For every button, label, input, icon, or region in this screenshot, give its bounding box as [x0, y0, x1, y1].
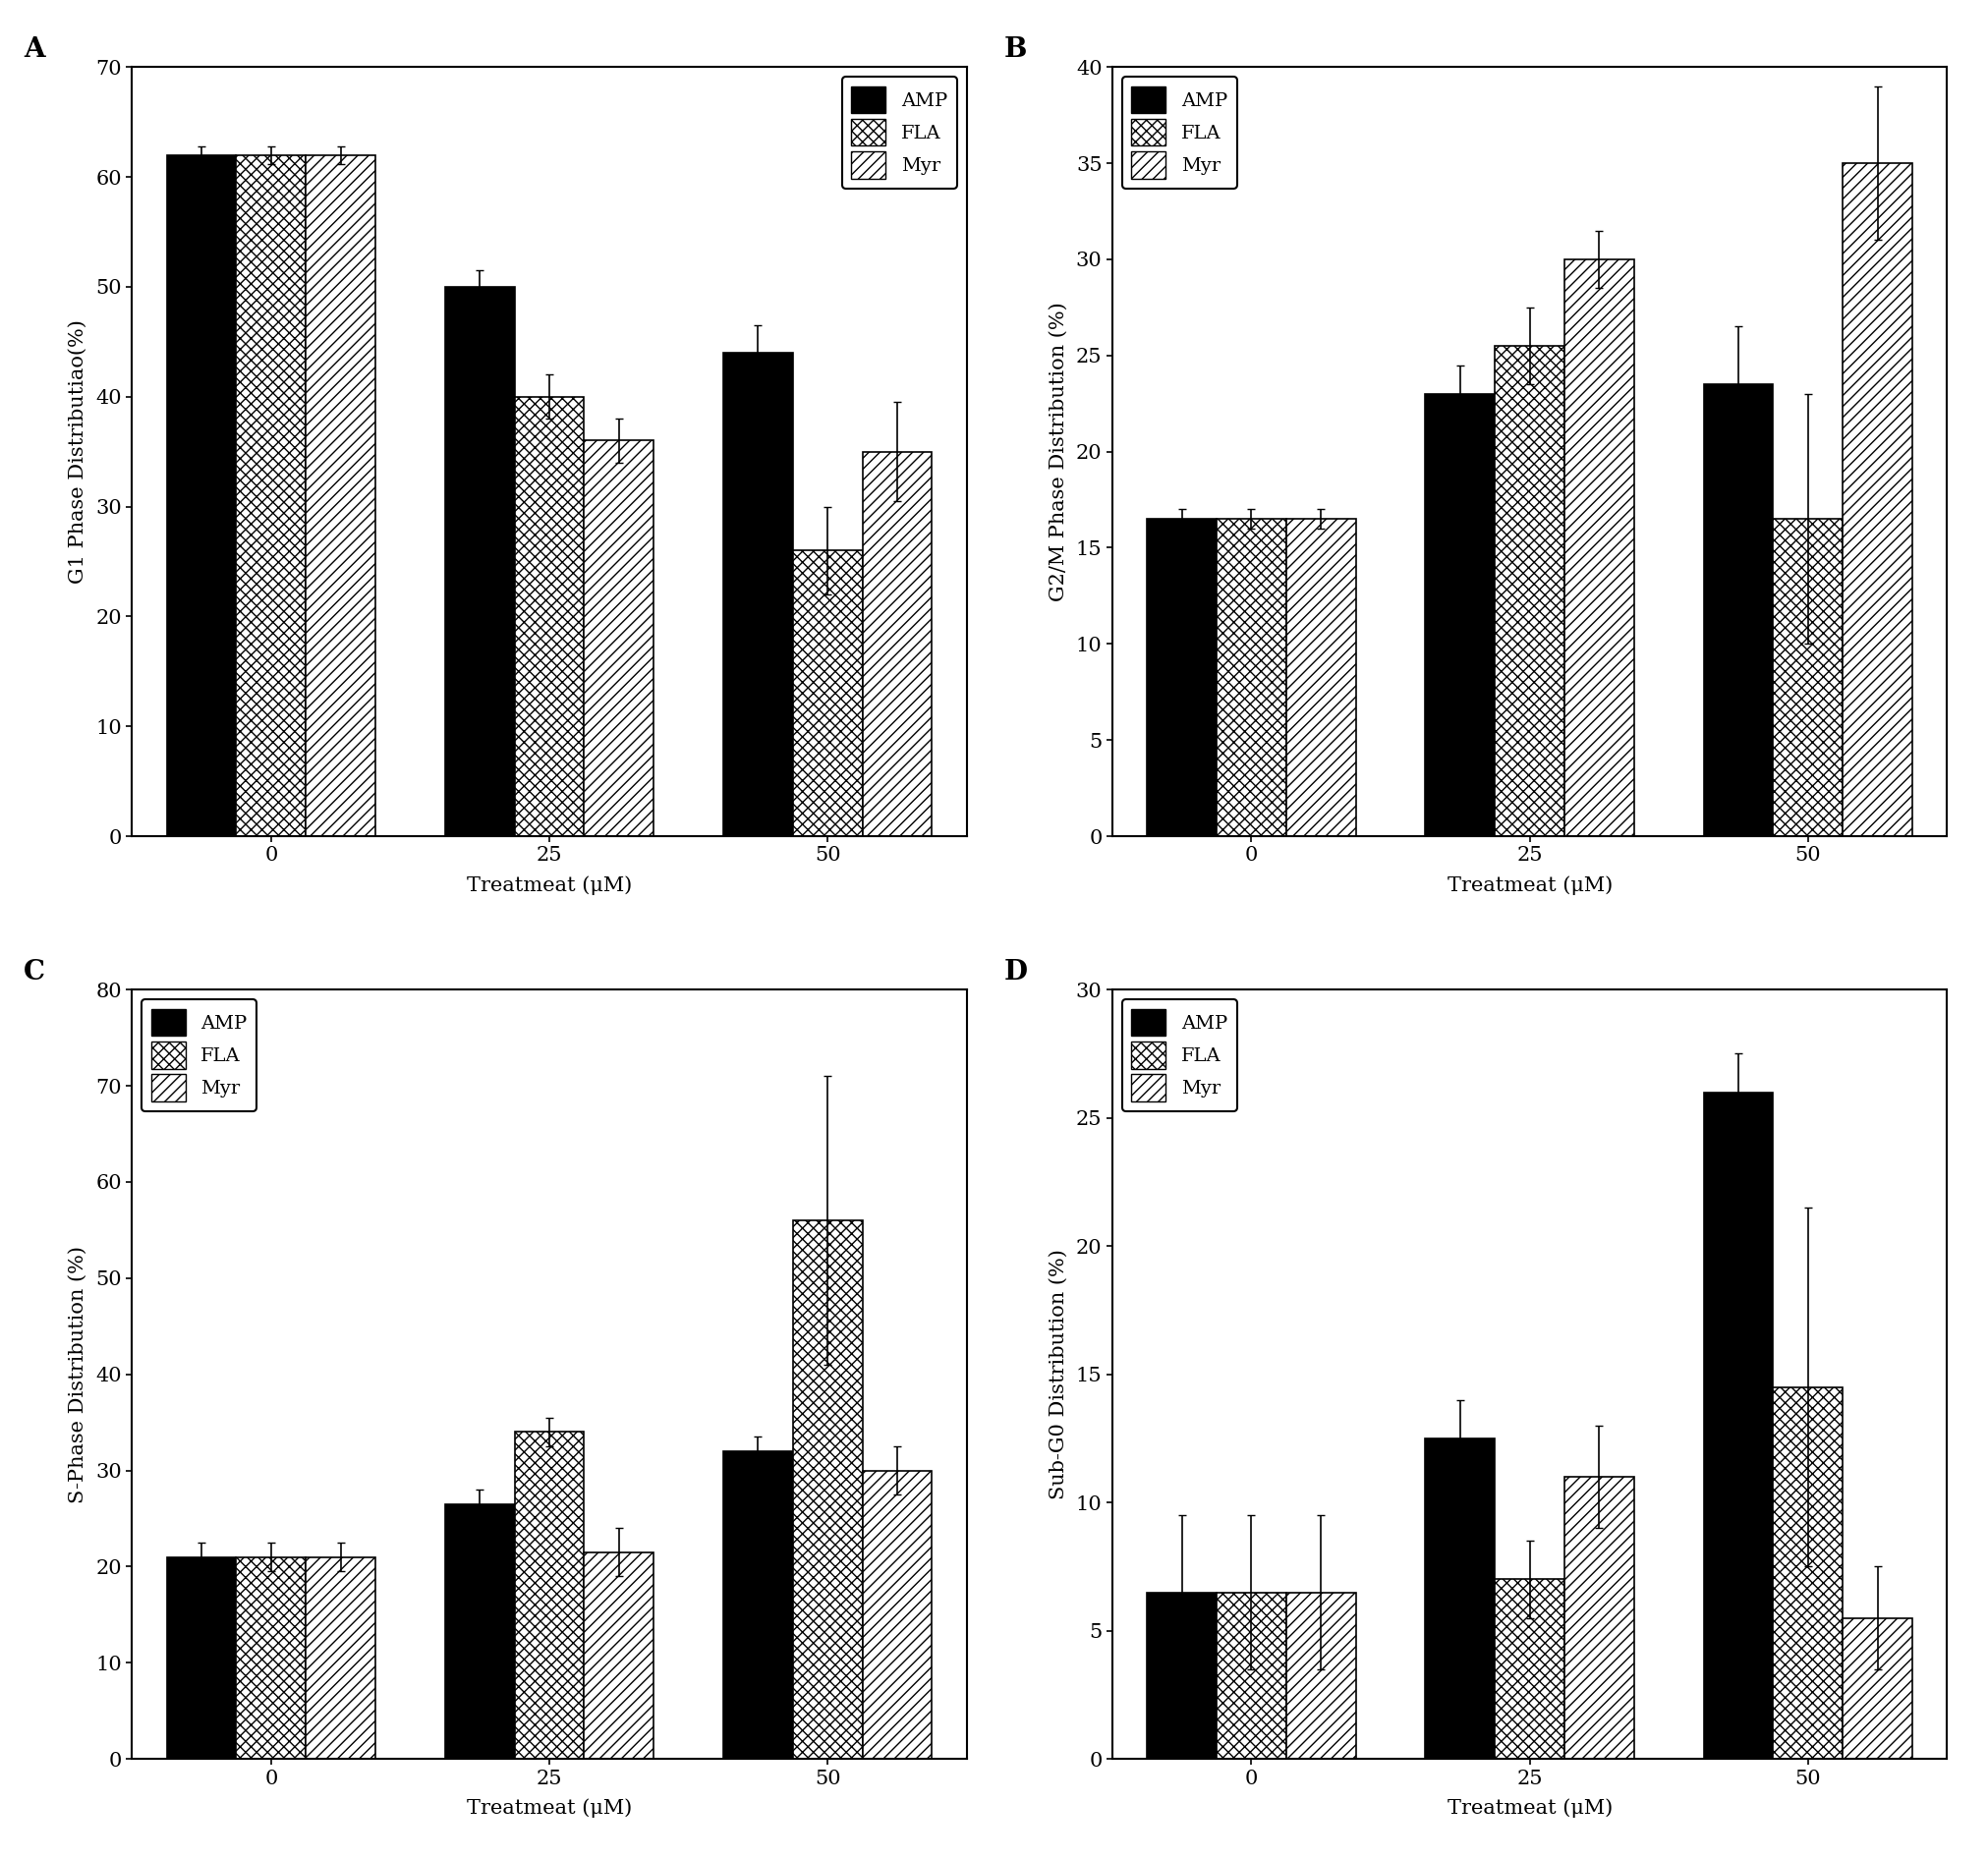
- Bar: [863, 452, 932, 837]
- Y-axis label: G1 Phase Distributiao(%): G1 Phase Distributiao(%): [70, 320, 87, 584]
- Y-axis label: G2/M Phase Distribution (%): G2/M Phase Distribution (%): [1050, 301, 1068, 600]
- Bar: [167, 154, 237, 837]
- Bar: [863, 1470, 932, 1759]
- Bar: [237, 1558, 306, 1759]
- X-axis label: Treatmeat (μM): Treatmeat (μM): [1447, 1800, 1612, 1818]
- Bar: [1217, 519, 1286, 837]
- Y-axis label: S-Phase Distribution (%): S-Phase Distribution (%): [70, 1246, 87, 1502]
- Bar: [584, 441, 654, 837]
- Bar: [1773, 1387, 1843, 1759]
- Legend: AMP, FLA, Myr: AMP, FLA, Myr: [1121, 998, 1237, 1112]
- Legend: AMP, FLA, Myr: AMP, FLA, Myr: [1121, 76, 1237, 188]
- Bar: [306, 1558, 376, 1759]
- Y-axis label: Sub-G0 Distribution (%): Sub-G0 Distribution (%): [1050, 1249, 1068, 1500]
- X-axis label: Treatmeat (μM): Treatmeat (μM): [467, 1800, 632, 1818]
- Bar: [1565, 258, 1634, 837]
- Bar: [1495, 1580, 1565, 1759]
- Bar: [1843, 1617, 1912, 1759]
- Bar: [1217, 1593, 1286, 1759]
- Text: A: A: [24, 35, 44, 63]
- Bar: [1147, 519, 1217, 837]
- Bar: [1704, 385, 1773, 837]
- Text: B: B: [1004, 35, 1026, 63]
- Bar: [237, 154, 306, 837]
- Text: D: D: [1004, 959, 1028, 985]
- Bar: [1425, 394, 1495, 837]
- Bar: [1495, 346, 1565, 837]
- Text: C: C: [24, 959, 46, 985]
- X-axis label: Treatmeat (μM): Treatmeat (μM): [1447, 876, 1612, 896]
- Bar: [793, 1220, 863, 1759]
- Bar: [724, 1452, 793, 1759]
- X-axis label: Treatmeat (μM): Treatmeat (μM): [467, 876, 632, 896]
- Legend: AMP, FLA, Myr: AMP, FLA, Myr: [843, 76, 956, 188]
- Bar: [724, 353, 793, 837]
- Bar: [167, 1558, 237, 1759]
- Legend: AMP, FLA, Myr: AMP, FLA, Myr: [141, 998, 256, 1112]
- Bar: [1704, 1093, 1773, 1759]
- Bar: [515, 396, 584, 837]
- Bar: [584, 1552, 654, 1759]
- Bar: [1565, 1476, 1634, 1759]
- Bar: [1286, 519, 1356, 837]
- Bar: [1286, 1593, 1356, 1759]
- Bar: [306, 154, 376, 837]
- Bar: [1843, 164, 1912, 837]
- Bar: [1147, 1593, 1217, 1759]
- Bar: [515, 1431, 584, 1759]
- Bar: [793, 550, 863, 837]
- Bar: [445, 286, 515, 837]
- Bar: [445, 1504, 515, 1759]
- Bar: [1425, 1439, 1495, 1759]
- Bar: [1773, 519, 1843, 837]
